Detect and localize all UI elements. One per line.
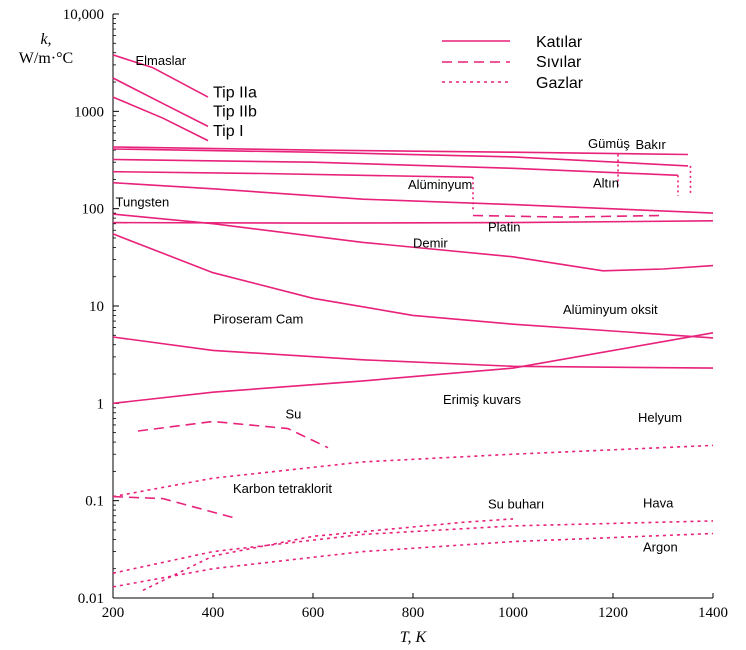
series-line-helyum — [112, 444, 714, 498]
series-label: Su — [286, 406, 302, 421]
series-label: Elmaslar — [136, 53, 187, 68]
y-axis-title-line1: k, — [40, 31, 51, 48]
series-line-su — [137, 420, 329, 449]
legend-label-gases: Gazlar — [536, 75, 584, 92]
chart-legend: Katılar Sıvılar Gazlar — [442, 34, 584, 92]
x-tick-label: 600 — [302, 605, 325, 621]
series-label: Platin — [488, 220, 521, 235]
series-line-al-minyum — [112, 170, 474, 179]
x-tick-label: 800 — [402, 605, 425, 621]
series-line-karbon-tetraklorit — [112, 495, 239, 520]
series-line-piroseram-cam — [112, 336, 714, 369]
x-axis-title: T, K — [400, 629, 428, 646]
series-label: Demir — [413, 235, 448, 250]
series-label: Bakır — [636, 137, 667, 152]
series-label: Argon — [643, 540, 678, 555]
series-line-g-m — [112, 146, 689, 156]
x-tick-label: 1000 — [498, 605, 528, 621]
legend-label-solids: Katılar — [536, 34, 583, 51]
series-label: Helyum — [638, 410, 682, 425]
series-label: Altın — [593, 175, 619, 190]
y-tick-label: 10,000 — [63, 7, 104, 23]
series-line-erimi-kuvars — [112, 332, 714, 405]
series-line-su-buhar — [142, 518, 514, 592]
x-tick-label: 1200 — [598, 605, 628, 621]
series-labels: Elmaslar Tip IIa Tip IIb Tip I Gümüş Bakır Alt… — [116, 53, 683, 555]
series-label: Erimiş kuvars — [443, 392, 522, 407]
series-label: Su buharı — [488, 497, 544, 512]
series-label: Alüminyum oksit — [563, 302, 658, 317]
y-axis-title-line2: W/m·°C — [19, 50, 73, 67]
series-label: Hava — [643, 496, 674, 511]
series-label: Tip I — [213, 123, 244, 140]
series-line-tungsten — [112, 181, 714, 214]
y-tick-label: 100 — [82, 202, 105, 218]
series-line-tip-iib — [112, 96, 209, 142]
y-tick-label: 0.1 — [85, 494, 104, 510]
series-line-elmaslar — [112, 54, 209, 98]
legend-label-liquids: Sıvılar — [536, 54, 582, 71]
series-label: Karbon tetraklorit — [233, 481, 332, 496]
series-label: Tungsten — [116, 195, 170, 210]
series-label: Alüminyum — [408, 177, 472, 192]
series-label: Tip IIb — [213, 104, 257, 121]
series-line-hava — [112, 520, 714, 574]
x-tick-label: 1400 — [698, 605, 728, 621]
series-label: Gümüş — [588, 136, 630, 151]
y-tick-label: 1 — [97, 396, 105, 412]
y-tick-label: 10 — [89, 299, 104, 315]
series-label: Tip IIa — [213, 85, 257, 102]
series-line-tip-iia — [112, 77, 209, 128]
series-layer — [112, 54, 714, 592]
y-tick-label: 0.01 — [78, 591, 104, 607]
series-label: Piroseram Cam — [213, 312, 303, 327]
series-line-bak-r — [112, 148, 689, 167]
series-line-al-minyum-s-v — [472, 214, 664, 218]
y-tick-label: 1000 — [74, 104, 104, 120]
series-line-al-minyum-oksit — [112, 233, 714, 339]
x-tick-label: 400 — [202, 605, 225, 621]
x-tick-label: 200 — [102, 605, 125, 621]
series-line-argon — [112, 532, 714, 588]
series-line-alt-n — [112, 158, 679, 177]
series-line-platin — [112, 220, 714, 224]
series-line-demir — [112, 213, 714, 272]
chart-axes: 200 400 600 800 1000 1200 1400 10,000 1000 100 10 1… — [63, 7, 728, 621]
